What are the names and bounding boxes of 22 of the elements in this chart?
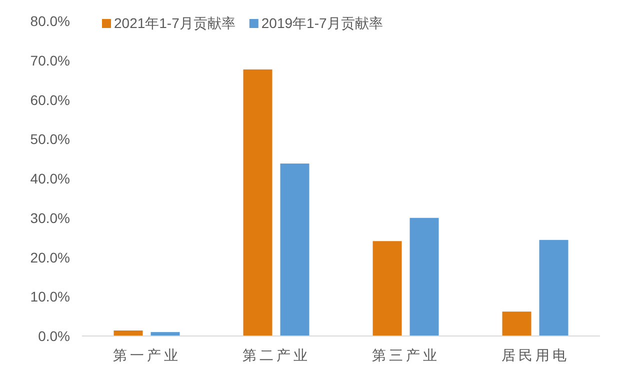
x-tick-label: 第三产业 [372,347,440,363]
y-tick-label: 20.0% [30,249,70,266]
legend-label: 2021年1-7月贡献率 [114,15,236,31]
bar [410,218,439,336]
bar [502,312,532,336]
y-tick-label: 0.0% [38,328,70,344]
y-tick-label: 50.0% [30,131,70,148]
y-tick-label: 10.0% [30,288,70,305]
legend-label: 2019年1-7月贡献率 [261,15,383,31]
y-tick-label: 40.0% [30,170,70,186]
y-tick-label: 80.0% [30,13,70,29]
x-tick-label: 第一产业 [112,347,181,363]
y-tick-label: 70.0% [30,52,70,68]
bar [243,69,272,336]
y-tick-label: 60.0% [30,92,70,108]
bar [372,241,402,336]
x-tick-label: 第二产业 [242,347,310,363]
bar [114,330,143,336]
x-tick-label: 居民用电 [501,347,570,363]
y-tick-label: 30.0% [30,210,70,226]
bar [539,240,568,336]
bar [280,164,310,336]
